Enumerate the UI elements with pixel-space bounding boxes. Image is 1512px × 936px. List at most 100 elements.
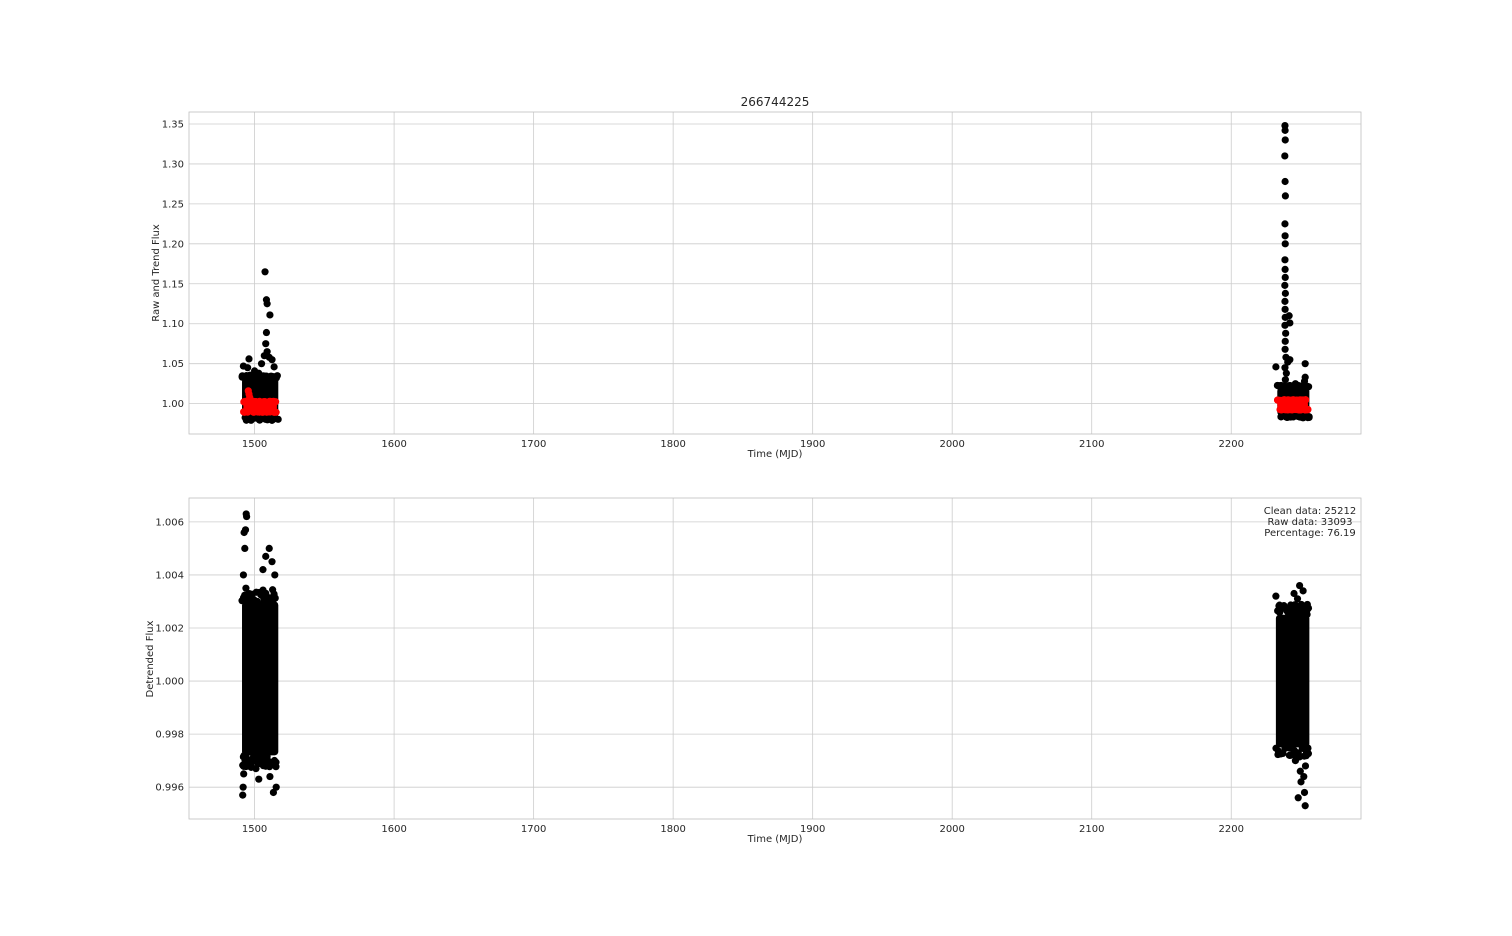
scatter-point [240,528,248,537]
scatter-point [1291,380,1300,388]
scatter-point [1281,297,1289,305]
x-tick-label: 1500 [242,439,267,450]
scatter-point [1282,369,1290,377]
x-tick-label: 1800 [660,824,685,835]
x-tick-label: 2100 [1079,824,1104,835]
raw-flux-panel: 1500 1600 1700 1800 1900 2000 2100 2200 1.001.0… [151,95,1362,460]
scatter-point [242,584,250,592]
scatter-point [1303,606,1311,615]
scatter-point [1281,126,1289,134]
scatter-point [239,791,247,799]
scatter-point [1281,345,1289,353]
scatter-point [1282,329,1290,337]
scatter-point [1281,192,1289,200]
detrended-flux-gridlines [189,498,1361,819]
scatter-point [1272,744,1280,752]
scatter-point [1285,312,1293,320]
raw-flux-y-ticks: 1.00 1.05 1.10 1.15 1.20 1.25 1.30 1.35 [162,119,184,410]
scatter-point [247,416,255,424]
scatter-point [1303,748,1312,756]
scatter-point [249,757,257,765]
raw-flux-x-ticks: 1500 1600 1700 1800 1900 2000 2100 2200 [242,439,1244,450]
scatter-point [265,544,273,553]
scatter-point [259,586,267,594]
x-tick-label: 1500 [242,824,267,835]
detrended-flux-plot-frame [188,497,1362,820]
scatter-point [252,588,260,596]
scatter-point-cluster [1275,614,1310,748]
raw-flux-y-axis-label: Raw and Trend Flux [151,224,162,322]
scatter-point [1300,788,1309,797]
scatter-point [1291,757,1300,765]
scatter-point [267,372,275,381]
y-tick-label: 1.25 [162,199,184,210]
scatter-point [262,328,271,337]
scatter-point [1281,376,1289,384]
scatter-point [1281,337,1289,345]
scatter-point [260,597,268,605]
scatter-point [1281,305,1289,313]
data-summary-annotation: Clean data: 25212 Raw data: 33093 Percen… [1264,506,1356,539]
scatter-point [250,408,258,416]
x-tick-label: 2000 [939,824,964,835]
scatter-point [252,398,260,406]
scatter-point [262,759,270,767]
scatter-point [241,754,249,762]
scatter-point [268,356,276,364]
scatter-point [1289,396,1298,404]
scatter-point [252,764,260,773]
scatter-point [1301,802,1309,810]
scatter-point [242,762,250,770]
scatter-point [243,398,251,406]
scatter-point [1281,232,1289,240]
scatter-point-cluster [242,601,279,756]
scatter-point [1281,289,1289,297]
scatter-point [241,591,249,599]
scatter-point [262,340,270,348]
y-tick-label: 0.996 [155,783,184,794]
x-tick-label: 1900 [800,439,825,450]
scatter-point [1281,136,1289,144]
scatter-point [1294,609,1302,618]
scatter-point [240,770,248,778]
scatter-point [271,571,279,579]
detrended-flux-y-ticks: 0.996 0.998 1.000 1.002 1.004 1.006 [155,517,184,793]
scatter-point [1293,595,1302,603]
scatter-point [1286,356,1294,364]
scatter-point [253,597,261,606]
scatter-point [266,311,274,319]
x-tick-label: 1600 [381,824,406,835]
scatter-point [269,788,278,797]
x-tick-label: 2100 [1079,439,1104,450]
y-tick-label: 1.05 [162,359,184,370]
x-tick-label: 1700 [521,824,546,835]
y-tick-label: 1.20 [162,239,184,250]
scatter-point [266,397,275,406]
scatter-point [261,408,269,416]
scatter-point [1281,220,1289,228]
scatter-point [1281,240,1289,248]
y-tick-label: 1.002 [155,623,184,634]
scatter-point [1275,382,1283,390]
scatter-point [1279,604,1287,612]
scatter-point [264,414,272,422]
scatter-point [241,544,249,553]
scatter-point [1287,603,1295,611]
scatter-point [257,360,266,368]
scatter-point [1281,281,1289,289]
detrended-flux-x-ticks: 1500 1600 1700 1800 1900 2000 2100 2200 [242,824,1244,835]
scatter-point [261,268,269,276]
scatter-point [1272,592,1280,600]
x-tick-label: 1900 [800,824,825,835]
scatter-point [239,571,248,579]
x-tick-label: 2200 [1219,824,1244,835]
scatter-point [1294,406,1302,414]
scatter-point [240,408,249,416]
scatter-point [266,408,274,416]
detrended-flux-y-axis-label: Detrended Flux [145,620,156,697]
raw-flux-scatter [238,121,1313,424]
y-tick-label: 1.004 [155,570,184,581]
y-tick-label: 1.30 [162,159,184,170]
detrended-flux-panel: 1500 1600 1700 1800 1900 2000 2100 2200 0.9960.… [145,497,1362,845]
